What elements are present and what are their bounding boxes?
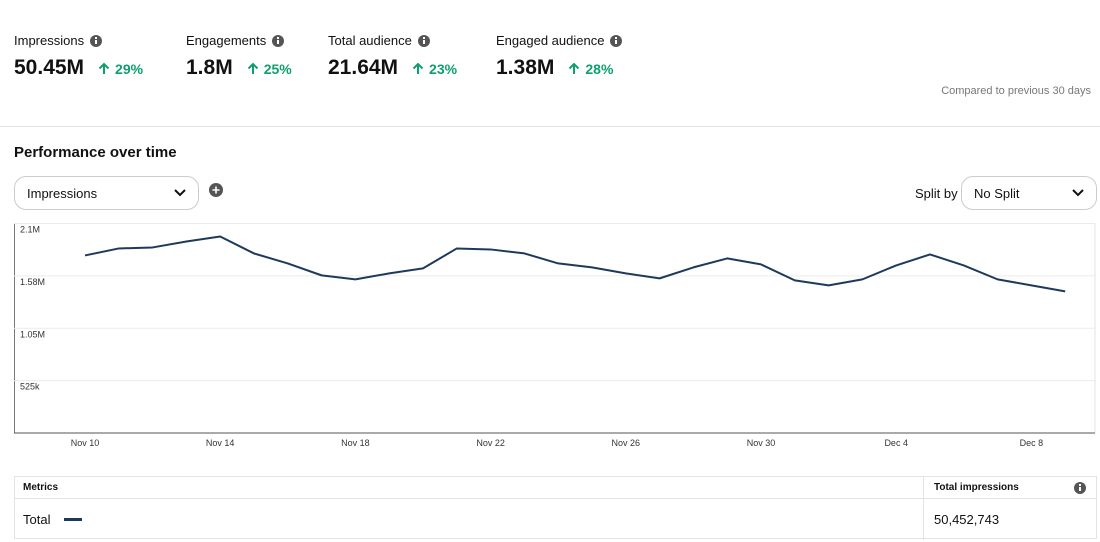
metric: Engaged audience 1.38M 28% (496, 33, 656, 80)
x-tick-label: Dec 8 (1020, 438, 1044, 448)
metric-label: Impressions (14, 33, 186, 48)
comparison: Compared to previous 30 days (941, 85, 1091, 97)
metric-label-text: Engaged audience (496, 33, 605, 48)
metric-value-row: 21.64M 23% (328, 56, 496, 80)
x-tick-label: Nov 22 (476, 438, 505, 448)
y-tick-label: 1.58M (20, 277, 45, 287)
up-arrow (247, 62, 258, 74)
row-label: Total (23, 512, 51, 527)
metric-change-text: 28% (585, 61, 614, 77)
table-header: Metrics (23, 482, 59, 493)
metric-value: 21.64M (328, 56, 399, 79)
x-tick-label: Dec 4 (884, 438, 908, 448)
split-label: Split by (915, 186, 958, 201)
metric-change-text: 25% (263, 61, 292, 77)
chevron (1072, 189, 1084, 197)
metric-label-text: Impressions (14, 33, 85, 48)
up-arrow (98, 62, 110, 74)
metric-value: 1.8M (186, 56, 233, 79)
info-icon (272, 34, 285, 47)
metric-change-text: 23% (429, 61, 458, 77)
metric-select-text: Impressions (27, 185, 98, 201)
x-tick-label: Nov 26 (612, 438, 641, 448)
metric-label: Engaged audience (496, 33, 656, 48)
metric-select[interactable]: Impressions (14, 176, 199, 210)
metric-change: 23% (412, 61, 457, 77)
metric-value-row: 1.8M 25% (186, 56, 328, 80)
legend-line (64, 518, 83, 521)
y-tick-label: 1.05M (20, 329, 45, 339)
info-icon (417, 34, 430, 47)
metric-label: Engagements (186, 33, 328, 48)
metric-change: 28% (568, 61, 613, 77)
metrics-table: Metrics Total impressions Total 50,452,7… (14, 476, 1097, 540)
x-tick-label: Nov 30 (747, 438, 776, 448)
y-tick-label: 2.1M (20, 225, 40, 235)
arrow-path (412, 62, 424, 74)
metric-label-text: Total audience (328, 33, 412, 48)
metric-change-text: 29% (115, 61, 144, 77)
x-tick-label: Nov 10 (71, 438, 100, 448)
section-title: Performance over time (14, 144, 177, 161)
chevron (174, 189, 186, 197)
metric-label-text: Engagements (186, 33, 267, 48)
info-icon (610, 34, 623, 47)
metric: Impressions 50.45M 29% (14, 33, 186, 80)
table-header: Total impressions (934, 482, 1019, 493)
y-tick-label: 525k (20, 382, 40, 392)
metric-change: 25% (247, 61, 292, 77)
split-select-text: No Split (974, 185, 1020, 201)
metric-value: 1.38M (496, 56, 555, 79)
arrow-path (98, 62, 110, 74)
metric-label: Total audience (328, 33, 496, 48)
metric-value-row: 1.38M 28% (496, 56, 656, 80)
metric: Total audience 21.64M 23% (328, 33, 496, 80)
up-arrow (569, 62, 580, 74)
x-tick-label: Nov 14 (206, 438, 235, 448)
info-icon (1074, 481, 1086, 494)
metric-value-row: 50.45M 29% (14, 56, 186, 80)
arrow-path (569, 62, 580, 74)
line (84, 235, 1066, 293)
metric: Engagements 1.8M 25% (186, 33, 328, 80)
up-arrow (412, 62, 424, 74)
x-tick-label: Nov 18 (341, 438, 370, 448)
chart: 525k 1.05M 1.58M 2.1M Nov 10 Nov 14 Nov 18 Nov … (14, 223, 1096, 448)
divider (0, 126, 1100, 127)
split-select[interactable]: No Split (961, 176, 1097, 210)
info-icon (90, 34, 103, 47)
arrow-path (247, 62, 258, 74)
total-value: 50,452,743 (923, 499, 1096, 540)
metric-value: 50.45M (14, 56, 85, 79)
metric-change: 29% (98, 61, 143, 77)
metrics: Impressions 50.45M 29% Engagements 1.8M 25% To… (14, 33, 656, 80)
add-button[interactable] (209, 183, 223, 197)
